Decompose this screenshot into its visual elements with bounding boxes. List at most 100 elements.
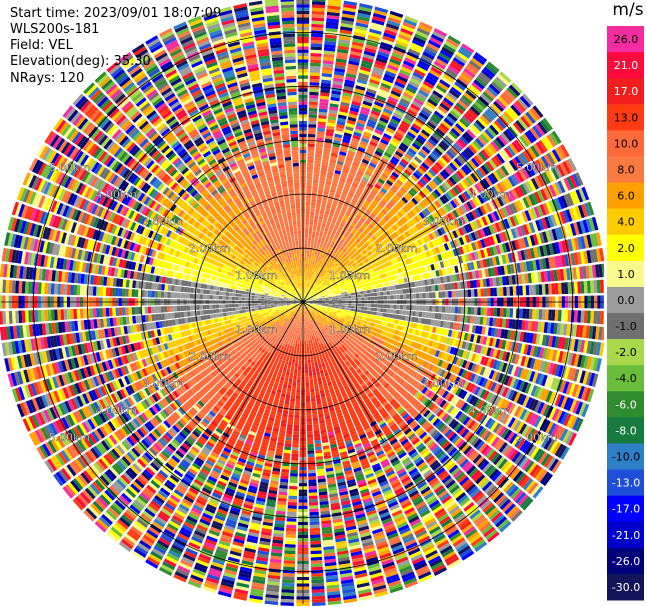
velocity-gate xyxy=(367,85,378,92)
velocity-gate xyxy=(349,313,354,317)
velocity-gate xyxy=(311,234,316,239)
velocity-gate xyxy=(337,244,342,249)
velocity-gate xyxy=(314,156,322,161)
velocity-gate xyxy=(335,190,342,196)
velocity-gate xyxy=(305,221,310,225)
velocity-gate xyxy=(445,115,456,125)
velocity-gate xyxy=(358,72,370,79)
velocity-gate xyxy=(357,309,361,313)
velocity-gate xyxy=(304,289,306,293)
velocity-gate xyxy=(307,146,315,151)
velocity-gate xyxy=(381,38,394,46)
velocity-gate xyxy=(493,78,505,90)
velocity-gate xyxy=(313,244,317,249)
velocity-gate xyxy=(408,176,417,185)
velocity-gate xyxy=(446,132,457,142)
velocity-gate xyxy=(338,35,351,41)
velocity-gate xyxy=(374,128,384,136)
velocity-gate xyxy=(308,257,312,261)
velocity-gate xyxy=(459,73,472,84)
velocity-gate xyxy=(405,288,410,294)
velocity-gate xyxy=(334,67,346,73)
velocity-gate xyxy=(406,131,416,139)
velocity-gate xyxy=(371,69,384,76)
velocity-gate xyxy=(362,202,369,209)
velocity-gate xyxy=(349,245,355,251)
velocity-gate xyxy=(320,206,326,211)
velocity-gate xyxy=(354,176,361,183)
velocity-gate xyxy=(319,212,324,217)
velocity-gate xyxy=(355,125,364,131)
velocity-gate xyxy=(351,164,359,171)
velocity-gate xyxy=(424,312,429,318)
velocity-gate xyxy=(389,309,394,314)
velocity-gate xyxy=(330,267,335,272)
velocity-gate xyxy=(307,283,310,287)
velocity-gate xyxy=(318,274,322,278)
velocity-gate xyxy=(389,158,398,166)
velocity-gate xyxy=(364,200,371,206)
velocity-gate xyxy=(369,113,379,120)
velocity-gate xyxy=(350,238,356,243)
velocity-gate xyxy=(352,97,362,104)
velocity-gate xyxy=(319,95,330,100)
velocity-gate xyxy=(417,151,427,159)
velocity-gate xyxy=(306,286,309,290)
velocity-gate xyxy=(402,117,413,125)
velocity-gate xyxy=(467,62,480,73)
velocity-gate xyxy=(415,293,420,299)
velocity-gate xyxy=(307,250,310,254)
velocity-gate xyxy=(312,261,315,265)
velocity-gate xyxy=(398,315,403,320)
velocity-gate xyxy=(380,82,392,90)
velocity-gate xyxy=(306,256,309,261)
velocity-gate xyxy=(341,296,345,299)
velocity-gate xyxy=(324,40,337,46)
velocity-gate xyxy=(340,292,345,295)
velocity-gate xyxy=(415,94,426,103)
velocity-gate xyxy=(327,2,342,7)
velocity-gate xyxy=(383,295,388,300)
velocity-gate xyxy=(399,289,403,294)
velocity-gate xyxy=(322,63,334,68)
velocity-gate xyxy=(316,140,324,145)
velocity-gate xyxy=(322,303,326,305)
velocity-gate xyxy=(401,24,415,33)
velocity-gate xyxy=(359,182,366,188)
velocity-gate xyxy=(379,312,384,317)
velocity-gate xyxy=(361,158,370,165)
velocity-gate xyxy=(325,263,329,268)
velocity-gate xyxy=(346,194,353,200)
velocity-gate xyxy=(342,189,349,195)
velocity-gate xyxy=(564,282,569,295)
velocity-gate xyxy=(367,119,377,126)
velocity-gate xyxy=(336,260,341,265)
velocity-gate xyxy=(392,290,397,295)
velocity-gate xyxy=(327,231,332,237)
velocity-gate xyxy=(330,209,336,214)
velocity-gate xyxy=(372,218,379,225)
velocity-gate xyxy=(317,278,321,282)
velocity-gate xyxy=(375,125,385,133)
velocity-gate xyxy=(344,82,355,88)
velocity-gate xyxy=(348,284,353,289)
velocity-gate xyxy=(396,309,400,315)
velocity-gate xyxy=(309,69,321,73)
velocity-gate xyxy=(334,258,339,263)
velocity-gate xyxy=(348,171,356,177)
velocity-gate xyxy=(335,221,341,226)
velocity-gate xyxy=(323,278,327,282)
velocity-gate xyxy=(438,306,443,313)
velocity-gate xyxy=(308,120,317,125)
velocity-gate xyxy=(377,51,390,58)
velocity-gate xyxy=(305,282,307,287)
velocity-gate xyxy=(373,198,380,205)
velocity-gate xyxy=(306,279,309,284)
velocity-gate xyxy=(503,308,507,318)
velocity-gate xyxy=(323,144,332,150)
velocity-gate xyxy=(318,256,322,261)
velocity-gate xyxy=(381,79,393,87)
velocity-gate xyxy=(328,262,333,266)
velocity-gate xyxy=(433,147,443,156)
velocity-gate xyxy=(321,261,325,265)
